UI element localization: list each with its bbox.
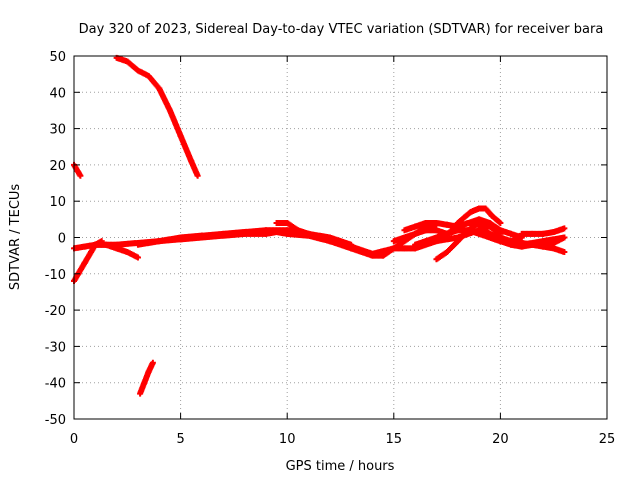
x-axis-label: GPS time / hours — [286, 459, 395, 474]
series-arc-b — [113, 54, 201, 179]
data-points — [71, 54, 568, 397]
y-tick-label: 40 — [49, 86, 66, 101]
series-arc-g — [134, 227, 291, 248]
y-tick-label: 50 — [49, 50, 66, 65]
y-tick-label: -40 — [45, 377, 66, 392]
data-point — [194, 172, 201, 179]
series-arc-l — [412, 227, 461, 248]
series-arc-c — [137, 359, 156, 397]
y-tick-label: -10 — [45, 268, 66, 283]
x-tick-label: 15 — [386, 432, 403, 447]
data-point — [561, 249, 568, 256]
y-tick-label: -20 — [45, 304, 66, 319]
data-point — [561, 234, 568, 241]
y-tick-label: 10 — [49, 195, 66, 210]
axis-ticks: 0 5 10 15 20 25 -50 -40 -30 -20 -10 0 10 20 30 40 50 — [45, 50, 616, 447]
data-point — [561, 225, 568, 232]
y-axis-label: SDTVAR / TECUs — [8, 184, 23, 291]
y-tick-label: 20 — [49, 159, 66, 174]
x-tick-label: 25 — [599, 432, 616, 447]
x-tick-label: 10 — [279, 432, 296, 447]
y-tick-label: 0 — [58, 232, 66, 247]
data-point — [497, 230, 504, 237]
series-arc-p — [486, 234, 568, 250]
x-tick-label: 20 — [492, 432, 509, 447]
data-point — [149, 359, 156, 366]
y-tick-label: 30 — [49, 123, 66, 138]
x-tick-label: 0 — [70, 432, 78, 447]
y-tick-label: -50 — [45, 413, 66, 428]
series-arc-q — [518, 225, 568, 237]
data-point — [497, 219, 504, 226]
chart-title: Day 320 of 2023, Sidereal Day-to-day VTE… — [79, 22, 604, 37]
data-point — [77, 172, 84, 179]
data-point — [134, 254, 141, 261]
y-tick-label: -30 — [45, 340, 66, 355]
series-arc-n — [454, 205, 504, 226]
x-tick-label: 5 — [176, 432, 184, 447]
